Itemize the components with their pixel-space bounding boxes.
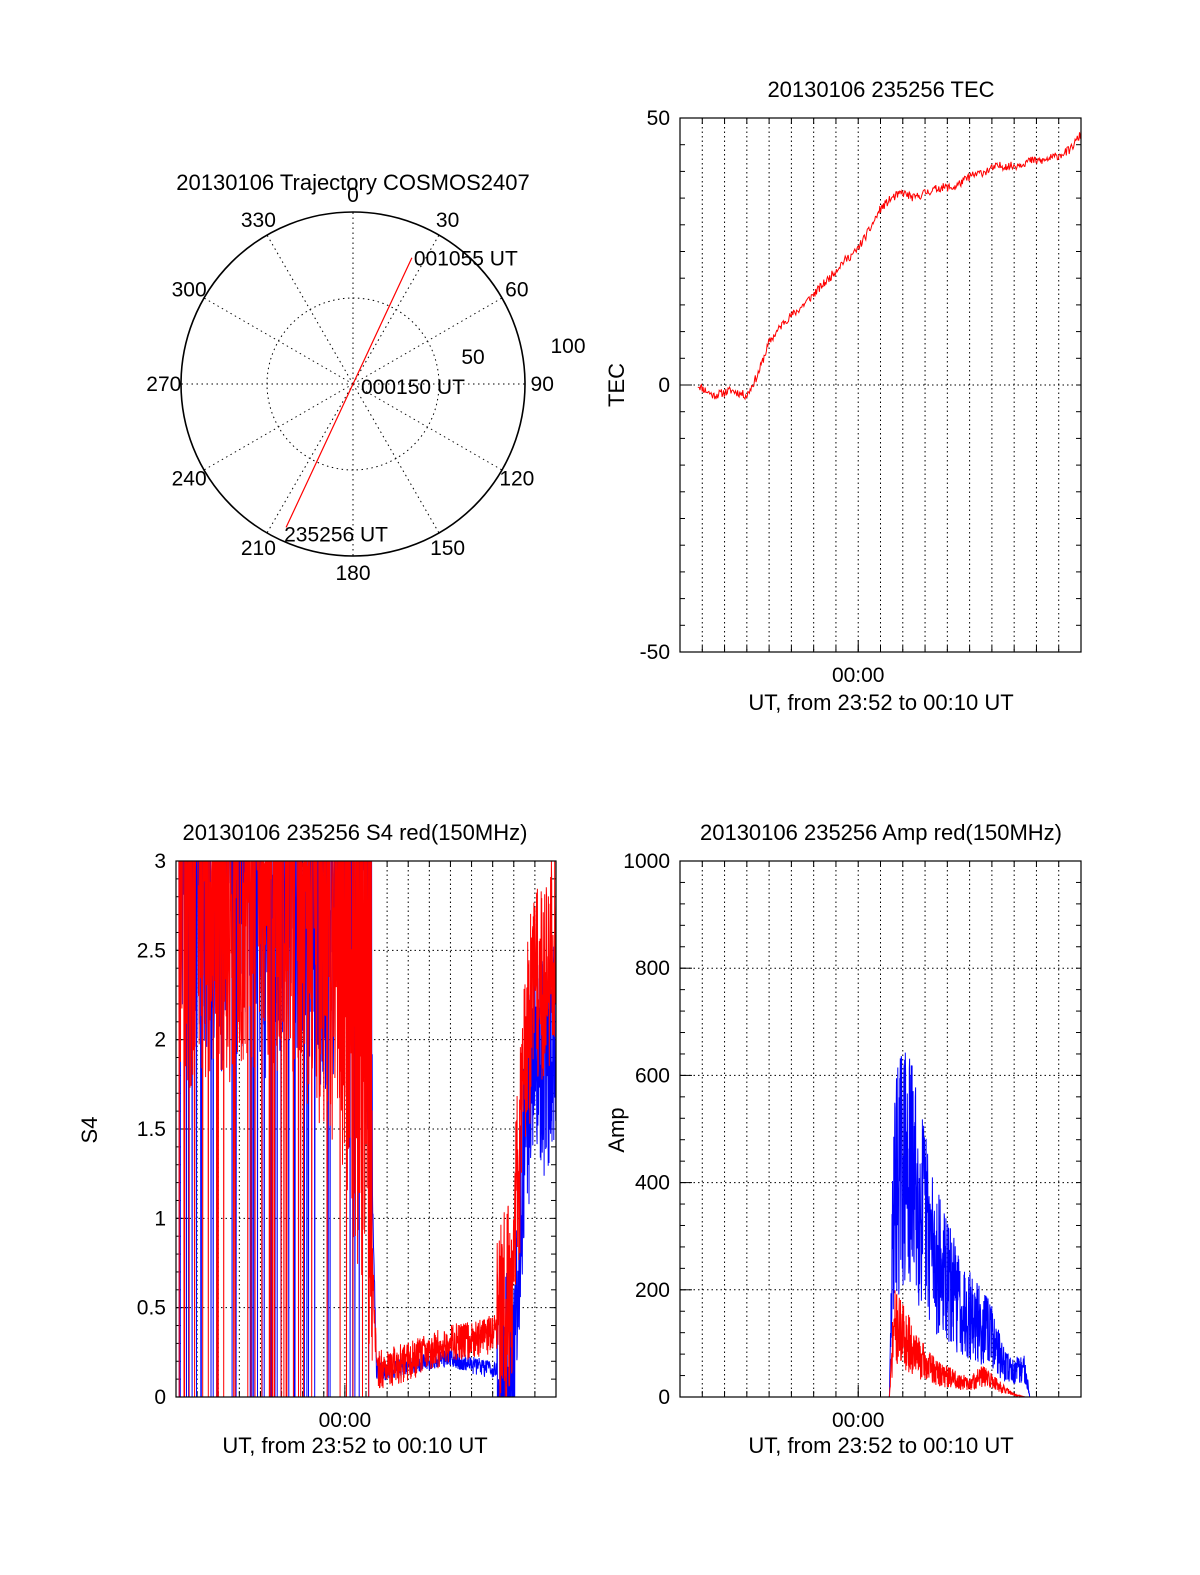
plot-frame xyxy=(679,860,1082,1398)
tec-ylabel: TEC xyxy=(604,363,629,407)
s4-plot: 0 0.5 1 1.5 2 2.5 3 00:00 xyxy=(137,850,557,1432)
y-tick-label: 800 xyxy=(635,957,670,980)
y-tick-label: 0 xyxy=(658,374,670,397)
s4-panel: 20130106 235256 S4 red(150MHz) S4 UT, fr… xyxy=(77,820,557,1458)
y-tick-label: 3 xyxy=(154,850,166,873)
azimuth-label: 240 xyxy=(172,468,207,491)
polar-ring-50 xyxy=(266,297,440,471)
amp-xlabel: UT, from 23:52 to 00:10 UT xyxy=(748,1433,1013,1458)
track-end-label: 001055 UT xyxy=(414,248,518,271)
amp-panel: 20130106 235256 Amp red(150MHz) Amp UT, … xyxy=(604,820,1082,1458)
y-tick-label: 0.5 xyxy=(137,1297,166,1320)
red-series-line xyxy=(178,860,557,1398)
x-tick-label: 00:00 xyxy=(319,1409,372,1432)
y-tick-label: -50 xyxy=(640,641,670,664)
trajectory-line xyxy=(285,257,413,528)
radius-label: 50 xyxy=(461,346,484,369)
amp-ylabel: Amp xyxy=(604,1107,629,1152)
tec-panel: 20130106 235256 TEC TEC UT, from 23:52 t… xyxy=(604,77,1082,715)
azimuth-label: 180 xyxy=(335,562,370,585)
s4-ylabel: S4 xyxy=(77,1117,102,1144)
y-tick-label: 1 xyxy=(154,1207,166,1230)
track-start-label: 235256 UT xyxy=(284,523,388,546)
azimuth-label: 330 xyxy=(241,209,276,232)
azimuth-label: 150 xyxy=(430,537,465,560)
polar-spoke xyxy=(352,297,503,385)
tec-plot: -50 0 50 00:00 xyxy=(640,107,1082,687)
y-tick-label: 2 xyxy=(154,1029,166,1052)
azimuth-label: 120 xyxy=(499,468,534,491)
tec-title: 20130106 235256 TEC xyxy=(767,77,994,102)
polar-labels: 0 30 60 90 120 150 180 210 240 270 300 330 50 100 xyxy=(146,184,585,585)
x-tick-label: 00:00 xyxy=(832,664,885,687)
polar-outer-ring xyxy=(180,211,526,557)
polar-spoke xyxy=(352,383,440,534)
plot-frame xyxy=(175,860,557,1398)
amp-plot: 0 200 400 600 800 1000 00:00 xyxy=(623,850,1082,1432)
y-tick-label: 2.5 xyxy=(137,939,166,962)
track-mid-label: 000150 UT xyxy=(361,376,465,399)
trajectory-title: 20130106 Trajectory COSMOS2407 xyxy=(176,170,529,195)
polar-spoke xyxy=(203,297,354,385)
y-tick-label: 1000 xyxy=(623,850,670,873)
polar-spoke xyxy=(266,234,354,385)
azimuth-label: 30 xyxy=(436,209,459,232)
azimuth-label: 60 xyxy=(505,278,528,301)
radius-label: 100 xyxy=(550,335,585,358)
polar-grid xyxy=(180,211,526,557)
polar-spoke xyxy=(352,234,440,385)
x-tick-label: 00:00 xyxy=(832,1409,885,1432)
red-series-line xyxy=(697,130,1082,401)
azimuth-label: 210 xyxy=(241,537,276,560)
polar-spoke xyxy=(266,383,354,534)
y-tick-label: 0 xyxy=(658,1386,670,1409)
azimuth-label: 300 xyxy=(172,278,207,301)
s4-title: 20130106 235256 S4 red(150MHz) xyxy=(183,820,528,845)
y-tick-label: 400 xyxy=(635,1172,670,1195)
trajectory-track: 001055 UT 000150 UT 235256 UT xyxy=(284,248,518,547)
tec-xlabel: UT, from 23:52 to 00:10 UT xyxy=(748,690,1013,715)
y-tick-label: 1.5 xyxy=(137,1118,166,1141)
polar-spoke xyxy=(203,383,354,471)
amp-title: 20130106 235256 Amp red(150MHz) xyxy=(700,820,1062,845)
y-tick-label: 600 xyxy=(635,1064,670,1087)
y-tick-label: 200 xyxy=(635,1279,670,1302)
plot-frame xyxy=(679,117,1082,653)
azimuth-label: 270 xyxy=(146,373,181,396)
azimuth-label: 90 xyxy=(531,373,554,396)
azimuth-label: 0 xyxy=(347,184,359,207)
trajectory-panel: 20130106 Trajectory COSMOS2407 0 30 60 90 12… xyxy=(146,170,585,585)
y-tick-label: 50 xyxy=(647,107,670,130)
s4-xlabel: UT, from 23:52 to 00:10 UT xyxy=(222,1433,487,1458)
y-tick-label: 0 xyxy=(154,1386,166,1409)
